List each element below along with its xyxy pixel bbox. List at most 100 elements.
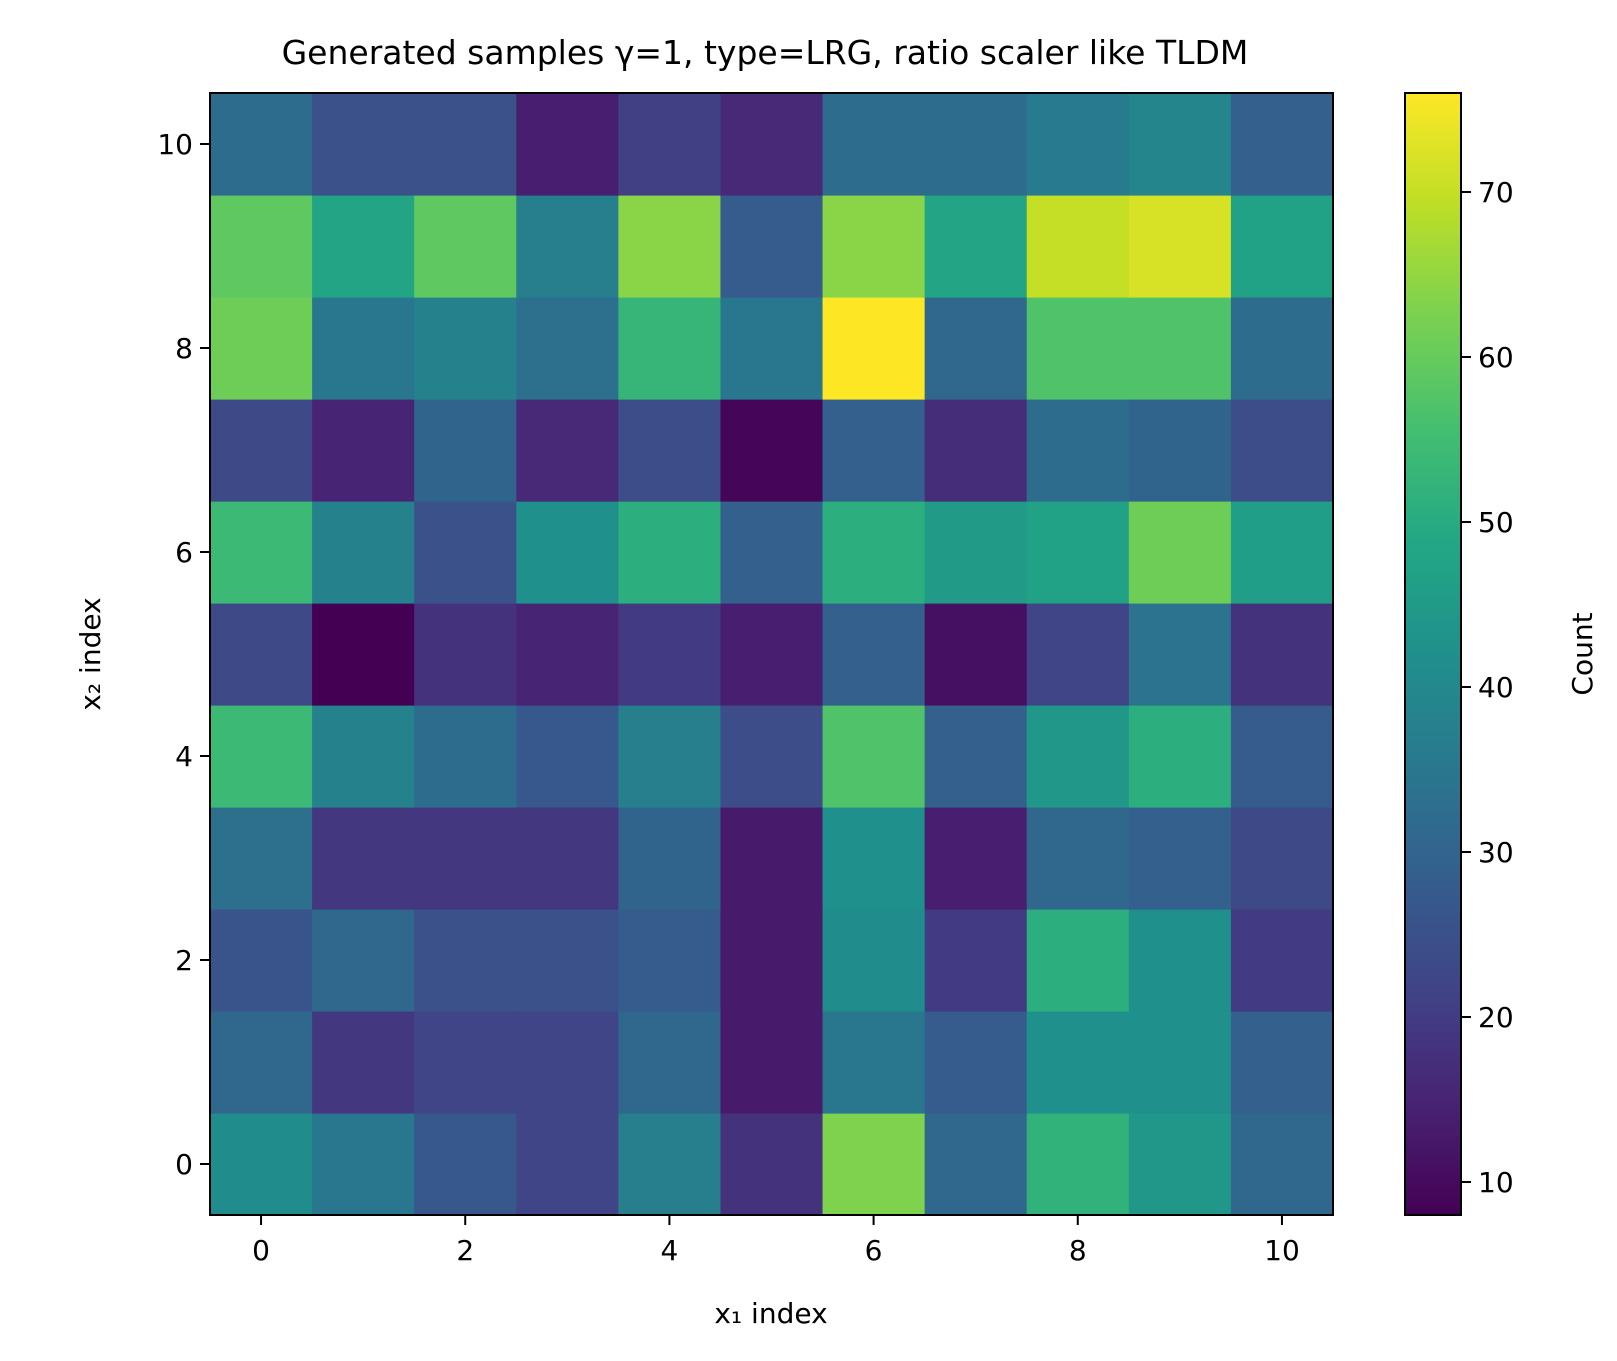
heatmap-cell bbox=[1230, 909, 1334, 1012]
heatmap-cell bbox=[1128, 807, 1232, 910]
colorbar-ticks: 10 20 30 40 50 60 70 bbox=[1461, 176, 1514, 1199]
heatmap-cell bbox=[1230, 1113, 1334, 1216]
heatmap-cell bbox=[516, 909, 619, 1012]
x-tick-label: 8 bbox=[1069, 1234, 1087, 1267]
heatmap-cell bbox=[618, 1113, 722, 1216]
heatmap-cell bbox=[1026, 297, 1130, 400]
x-axis-ticks: 0 2 4 6 8 10 bbox=[252, 1215, 1300, 1267]
heatmap-cell bbox=[720, 705, 824, 808]
heatmap-cell bbox=[618, 195, 722, 298]
x-tick-label: 2 bbox=[456, 1234, 474, 1267]
heatmap-cell bbox=[822, 1011, 926, 1114]
heatmap-cell bbox=[1128, 93, 1232, 196]
heatmap-cell bbox=[1230, 705, 1334, 808]
heatmap-cell bbox=[720, 297, 824, 400]
heatmap-cell bbox=[414, 297, 517, 400]
heatmap-cell bbox=[312, 909, 415, 1012]
heatmap-cell bbox=[210, 297, 313, 400]
heatmap-cell bbox=[924, 399, 1028, 502]
heatmap-cell bbox=[1128, 1113, 1232, 1216]
heatmap-cell bbox=[1026, 93, 1130, 196]
heatmap-cell bbox=[822, 93, 926, 196]
heatmap-cell bbox=[414, 195, 517, 298]
heatmap-cell bbox=[1230, 93, 1334, 196]
chart-title: Generated samples γ=1, type=LRG, ratio s… bbox=[282, 33, 1249, 72]
heatmap-cell bbox=[312, 1113, 415, 1216]
heatmap-cell bbox=[210, 399, 313, 502]
heatmap-cell bbox=[618, 705, 722, 808]
heatmap-cell bbox=[822, 297, 926, 400]
heatmap-cell bbox=[1128, 297, 1232, 400]
heatmap-cell bbox=[210, 1011, 313, 1114]
heatmap-cell bbox=[414, 399, 517, 502]
heatmap-cell bbox=[822, 909, 926, 1012]
heatmap-cell bbox=[1128, 909, 1232, 1012]
heatmap-cell bbox=[516, 705, 619, 808]
heatmap-cell bbox=[312, 603, 415, 706]
heatmap-cell bbox=[924, 603, 1028, 706]
heatmap-cell bbox=[720, 1011, 824, 1114]
heatmap-cell bbox=[1026, 501, 1130, 604]
x-tick-label: 4 bbox=[660, 1234, 678, 1267]
heatmap-cell bbox=[822, 195, 926, 298]
heatmap-cell bbox=[210, 807, 313, 910]
heatmap-cell bbox=[312, 195, 415, 298]
colorbar-tick-label: 10 bbox=[1478, 1166, 1514, 1199]
heatmap-cell bbox=[312, 705, 415, 808]
y-tick-label: 6 bbox=[175, 536, 193, 569]
heatmap-cells bbox=[210, 93, 1334, 1216]
heatmap-cell bbox=[924, 705, 1028, 808]
heatmap-cell bbox=[210, 603, 313, 706]
heatmap-cell bbox=[516, 807, 619, 910]
heatmap-cell bbox=[720, 807, 824, 910]
heatmap-cell bbox=[720, 93, 824, 196]
heatmap-cell bbox=[924, 807, 1028, 910]
y-tick-label: 2 bbox=[175, 944, 193, 977]
plot-frame bbox=[209, 92, 1334, 1216]
heatmap-cell bbox=[414, 807, 517, 910]
x-tick-label: 0 bbox=[252, 1234, 270, 1267]
colorbar-tick-label: 40 bbox=[1478, 671, 1514, 704]
heatmap-cell bbox=[210, 705, 313, 808]
heatmap-cell bbox=[1230, 399, 1334, 502]
heatmap-cell bbox=[924, 1113, 1028, 1216]
heatmap-cell bbox=[924, 1011, 1028, 1114]
heatmap-cell bbox=[924, 297, 1028, 400]
heatmap-cell bbox=[516, 93, 619, 196]
heatmap-cell bbox=[414, 501, 517, 604]
heatmap-cell bbox=[924, 93, 1028, 196]
heatmap-cell bbox=[1026, 1113, 1130, 1216]
heatmap-cell bbox=[618, 93, 722, 196]
heatmap-cell bbox=[822, 705, 926, 808]
heatmap-cell bbox=[414, 93, 517, 196]
colorbar bbox=[1404, 92, 1462, 1216]
heatmap-cell bbox=[312, 93, 415, 196]
heatmap-cell bbox=[720, 1113, 824, 1216]
heatmap-cell bbox=[822, 603, 926, 706]
y-tick-label: 0 bbox=[175, 1148, 193, 1181]
heatmap-cell bbox=[618, 1011, 722, 1114]
heatmap-cell bbox=[516, 195, 619, 298]
heatmap-cell bbox=[414, 1011, 517, 1114]
heatmap-cell bbox=[516, 1011, 619, 1114]
heatmap-cell bbox=[210, 909, 313, 1012]
heatmap-cell bbox=[312, 1011, 415, 1114]
heatmap-cell bbox=[1026, 603, 1130, 706]
heatmap-cell bbox=[822, 1113, 926, 1216]
heatmap-cell bbox=[414, 1113, 517, 1216]
colorbar-label: Count bbox=[1566, 612, 1599, 695]
heatmap-cell bbox=[720, 195, 824, 298]
colorbar-tick-label: 70 bbox=[1478, 176, 1514, 209]
heatmap-cell bbox=[618, 399, 722, 502]
heatmap-cell bbox=[1026, 909, 1130, 1012]
heatmap-cell bbox=[1128, 399, 1232, 502]
colorbar-tick-label: 20 bbox=[1478, 1001, 1514, 1034]
heatmap-cell bbox=[1026, 399, 1130, 502]
heatmap-cell bbox=[516, 399, 619, 502]
heatmap-cell bbox=[312, 297, 415, 400]
heatmap-cell bbox=[210, 1113, 313, 1216]
heatmap-cell bbox=[1230, 603, 1334, 706]
heatmap-cell bbox=[1128, 705, 1232, 808]
heatmap-cell bbox=[1230, 195, 1334, 298]
